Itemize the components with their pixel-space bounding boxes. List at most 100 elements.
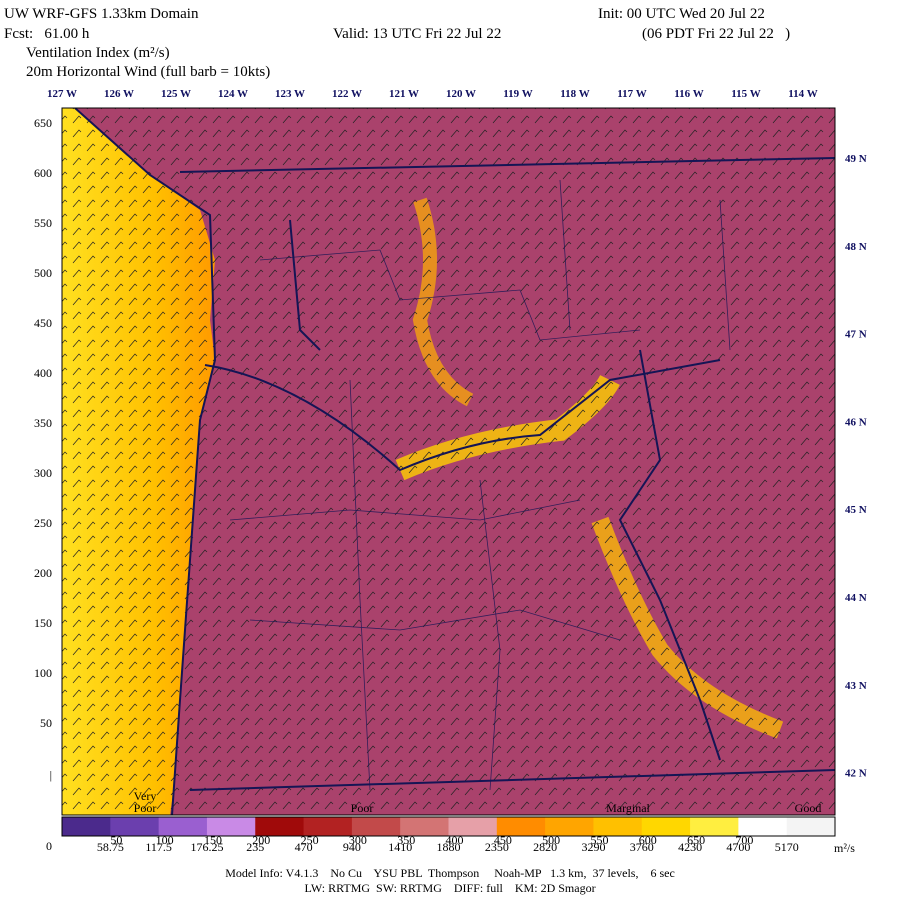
colorbar-bin (158, 817, 208, 836)
colorbar-label: 100 (156, 833, 174, 847)
colorbar-label: 5170 (775, 840, 799, 854)
y-axis-label: 550 (34, 216, 52, 230)
colorbar-label: 600 (639, 833, 657, 847)
colorbar-bin (303, 817, 353, 836)
longitude-label: 120 W (446, 88, 476, 100)
colorbar-label: 176.25 (190, 840, 223, 854)
colorbar-label: 235 (246, 840, 264, 854)
longitude-label: 121 W (389, 88, 419, 100)
colorbar-label: 3760 (630, 840, 654, 854)
colorbar-label: 2350 (485, 840, 509, 854)
latitude-label: 49 N (845, 153, 867, 165)
colorbar-label: 1880 (437, 840, 461, 854)
colorbar-label: 550 (590, 833, 608, 847)
colorbar-label: 4700 (726, 840, 750, 854)
title: UW WRF-GFS 1.33km Domain (4, 6, 199, 22)
colorbar-bin (400, 817, 449, 836)
wind-note: 20m Horizontal Wind (full barb = 10kts) (26, 64, 270, 80)
category-label: Very Poor (134, 789, 157, 815)
longitude-label: 122 W (332, 88, 362, 100)
latitude-label: 44 N (845, 592, 867, 604)
valid: Valid: 13 UTC Fri 22 Jul 22 (333, 26, 501, 42)
y-axis-label: 100 (34, 666, 52, 680)
longitude-label: 127 W (47, 88, 77, 100)
colorbar-bin (351, 817, 401, 836)
colorbar-label: 50 (110, 833, 122, 847)
longitude-label: 123 W (275, 88, 305, 100)
colorbar-frame (61, 816, 836, 837)
init: Init: 00 UTC Wed 20 Jul 22 (598, 6, 765, 22)
colorbar-label: 250 (301, 833, 319, 847)
category-label: Poor (351, 801, 374, 815)
longitude-label: 115 W (731, 88, 760, 100)
latitude-label: 47 N (845, 329, 867, 341)
colorbar-bin (448, 817, 498, 836)
map (62, 108, 835, 815)
longitude-label: 114 W (788, 88, 817, 100)
colorbar-label: 3290 (581, 840, 605, 854)
longitude-label: 117 W (617, 88, 646, 100)
colorbar-bin (62, 817, 111, 836)
colorbar-label: 450 (494, 833, 512, 847)
y-axis-label: 350 (34, 416, 52, 430)
y-axis-label: 50 (40, 716, 52, 730)
colorbar-label: 2820 (533, 840, 557, 854)
y-axis-label: 400 (34, 366, 52, 380)
colorbar-bin (641, 817, 691, 836)
latitude-label: 48 N (845, 241, 867, 253)
y-axis-label: 250 (34, 516, 52, 530)
y-axis-label: | (50, 768, 52, 782)
y-axis-label: 450 (34, 316, 52, 330)
colorbar-label: 470 (295, 840, 313, 854)
colorbar-bin (786, 817, 836, 836)
longitude-label: 125 W (161, 88, 191, 100)
latitude-label: 46 N (845, 416, 867, 428)
longitude-label: 118 W (560, 88, 589, 100)
colorbar-bin (206, 817, 256, 836)
colorbar-label: 4230 (678, 840, 702, 854)
colorbar-bin (545, 817, 594, 836)
colorbar-bin (255, 817, 305, 836)
variable: Ventilation Index (m²/s) (26, 45, 170, 61)
footer-line: Model Info: V4.1.3 No Cu YSU PBL Thompso… (225, 866, 675, 880)
colorbar-label: 940 (343, 840, 361, 854)
colorbar-label: 58.75 (97, 840, 124, 854)
colorbar-unit: m²/s (834, 841, 855, 855)
longitude-label: 116 W (674, 88, 703, 100)
longitude-label: 119 W (503, 88, 532, 100)
colorbar-label: 700 (735, 833, 753, 847)
colorbar-bin (690, 817, 739, 836)
colorbar-label: 117.5 (145, 840, 172, 854)
y-axis-label: 0 (46, 839, 52, 853)
colorbar-label: 300 (349, 833, 367, 847)
colorbar-label: 350 (397, 833, 415, 847)
colorbar-label: 1410 (388, 840, 412, 854)
colorbar-bin (738, 817, 788, 836)
category-label: Marginal (606, 801, 650, 815)
y-axis-label: 600 (34, 166, 52, 180)
longitude-label: 124 W (218, 88, 248, 100)
colorbar-bin (593, 817, 643, 836)
colorbar-label: 200 (252, 833, 270, 847)
map-frame (61, 107, 836, 816)
footer: Model Info: V4.1.3 No Cu YSU PBL Thompso… (225, 866, 675, 895)
footer-line: LW: RRTMG SW: RRTMG DIFF: full KM: 2D Sm… (304, 881, 595, 895)
y-axis-label: 650 (34, 116, 52, 130)
y-axis-label: 500 (34, 266, 52, 280)
colorbar-label: 400 (446, 833, 464, 847)
colorbar-label: 150 (204, 833, 222, 847)
y-axis-label: 200 (34, 566, 52, 580)
y-axis-label: 150 (34, 616, 52, 630)
latitude-label: 42 N (845, 768, 867, 780)
category-label: Good (795, 801, 822, 815)
latitude-label: 45 N (845, 504, 867, 516)
longitude-label: 126 W (104, 88, 134, 100)
local-time: (06 PDT Fri 22 Jul 22 ) (642, 26, 790, 42)
colorbar-label: 650 (687, 833, 705, 847)
latitude-label: 43 N (845, 680, 867, 692)
colorbar-bin (110, 817, 160, 836)
colorbar-label: 500 (542, 833, 560, 847)
y-axis-label: 300 (34, 466, 52, 480)
header: UW WRF-GFS 1.33km Domain Init: 00 UTC We… (4, 6, 790, 80)
